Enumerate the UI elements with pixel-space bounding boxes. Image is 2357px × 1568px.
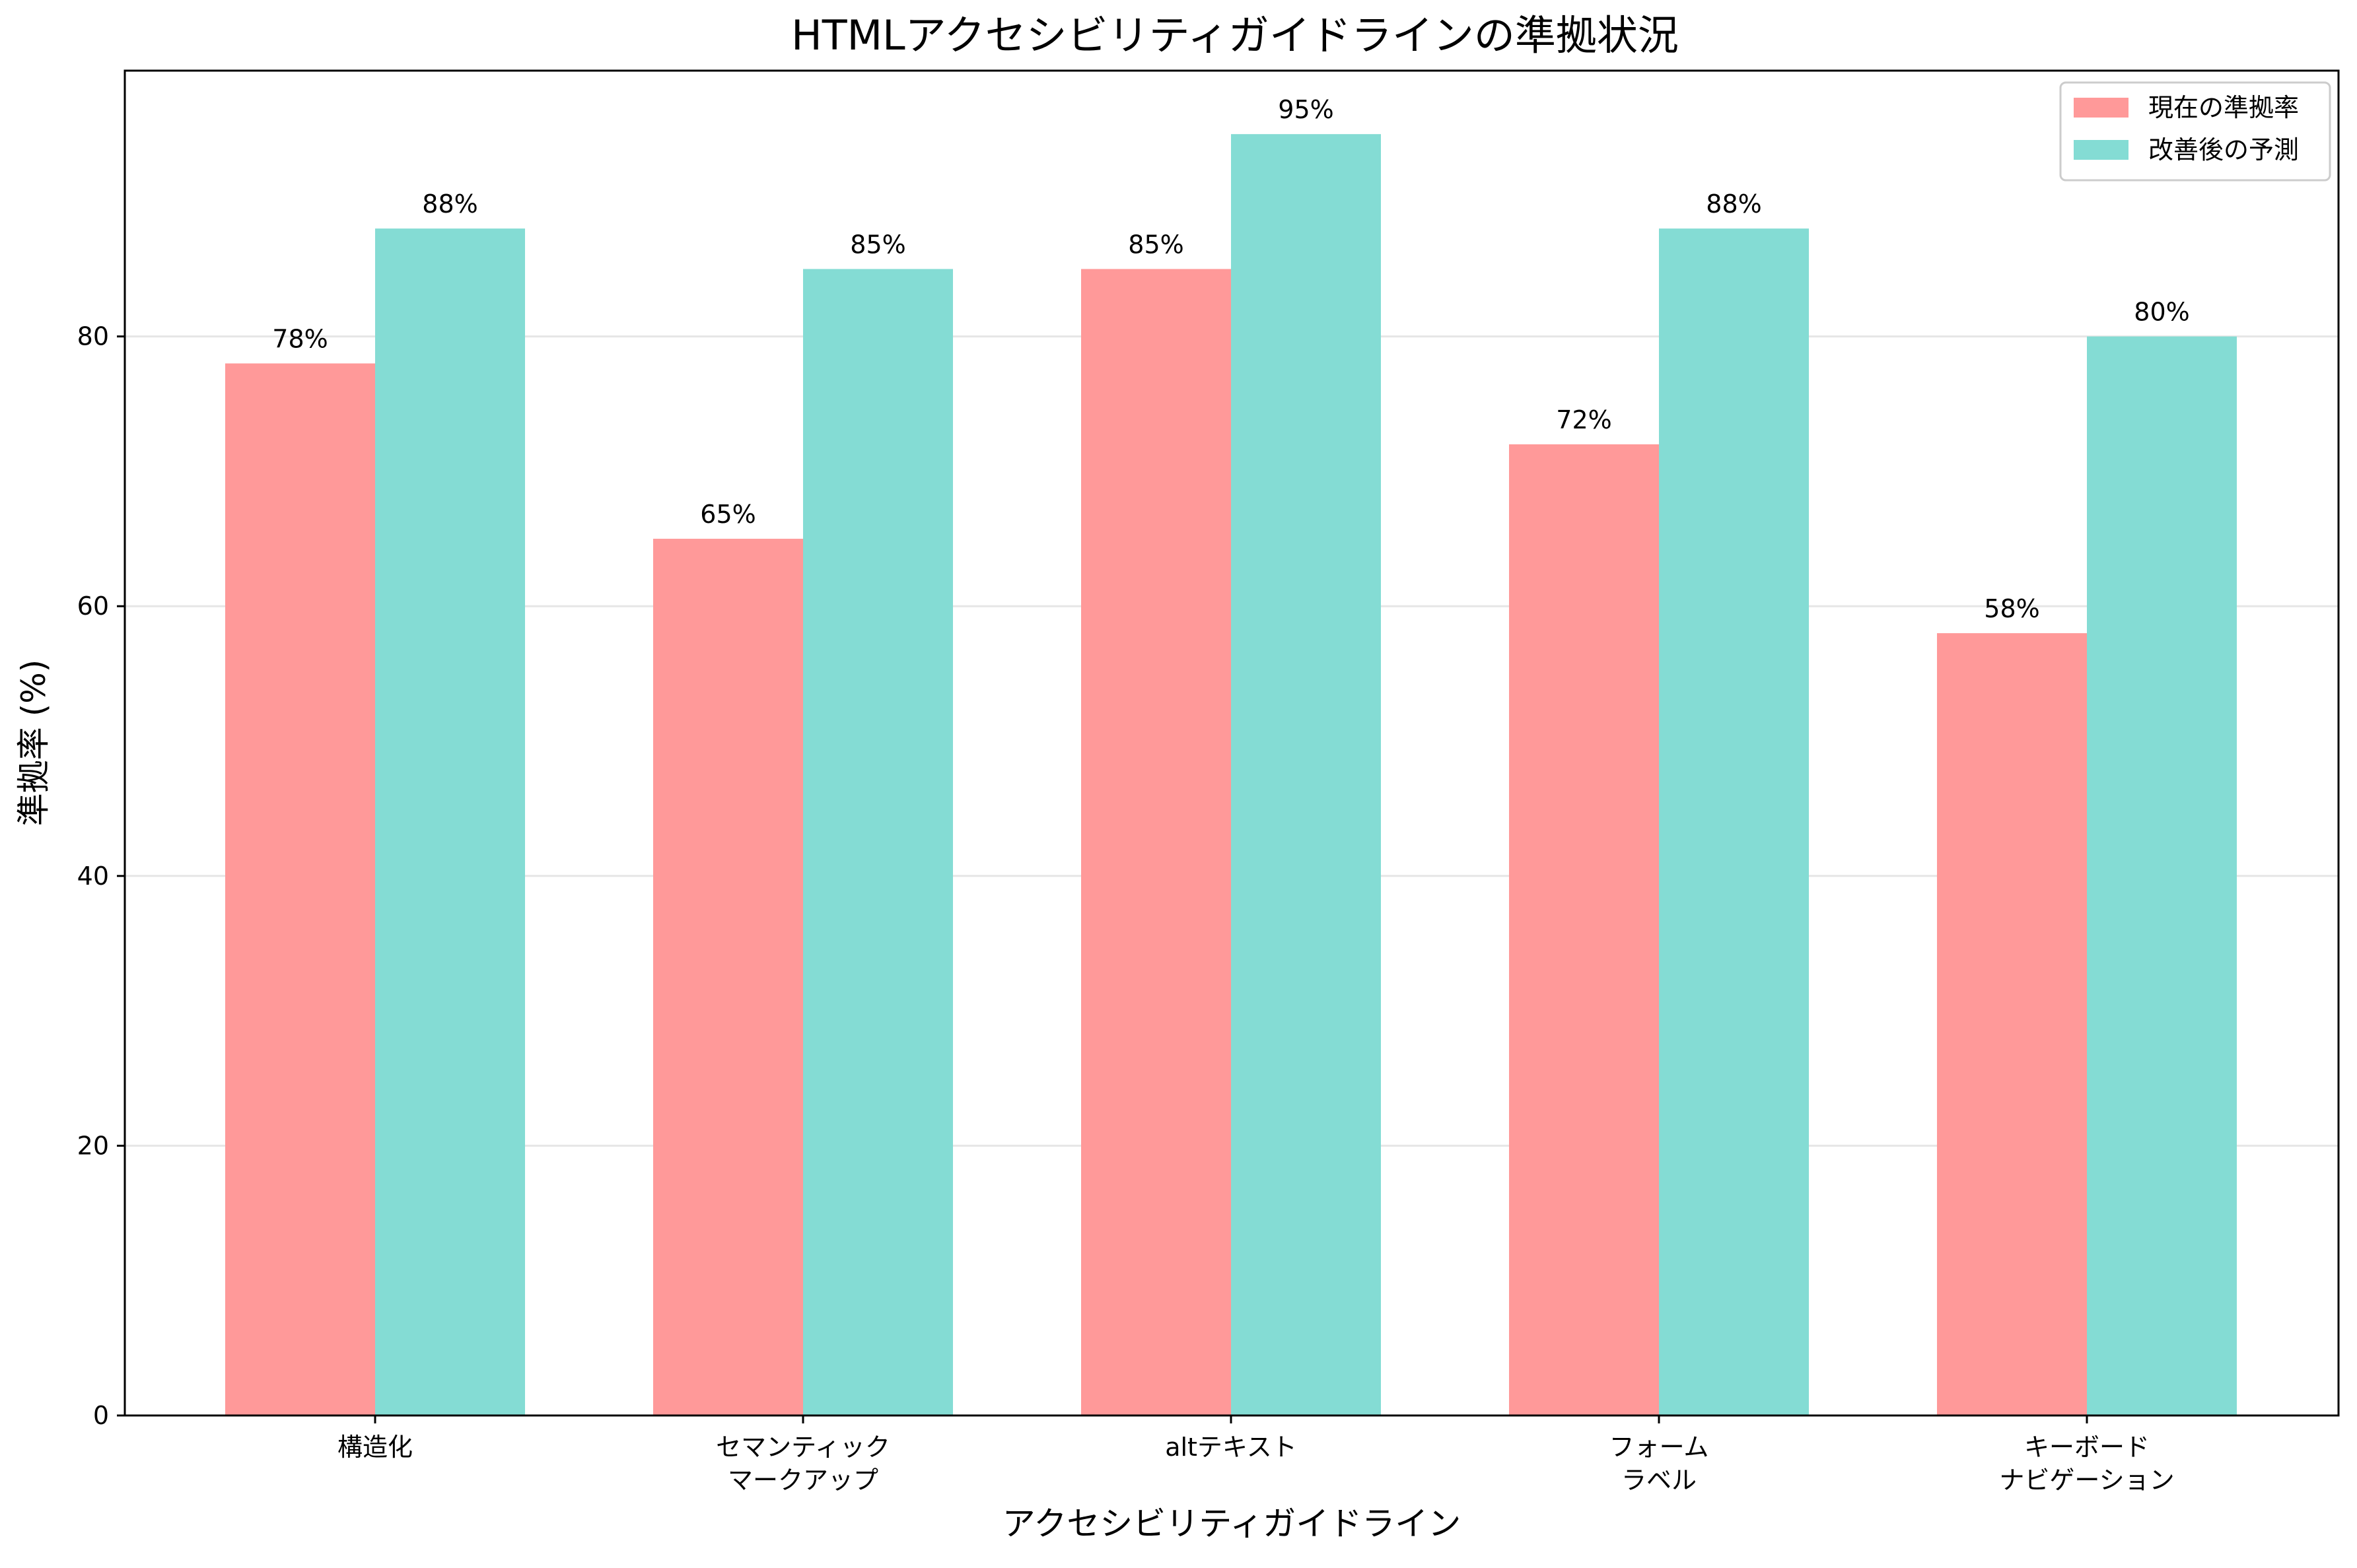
- legend-label-predicted: 改善後の予測: [2148, 135, 2299, 164]
- bars: [225, 134, 2237, 1416]
- bar: [1231, 134, 1381, 1415]
- legend: 現在の準拠率 改善後の予測: [2059, 81, 2331, 182]
- bar: [2087, 336, 2237, 1416]
- bar: [375, 228, 525, 1415]
- bar: [803, 269, 953, 1416]
- bar-value-label: 95%: [1278, 95, 1333, 124]
- x-tick-label: フォーム: [1609, 1433, 1709, 1462]
- bar: [1937, 633, 2087, 1415]
- chart-title: HTMLアクセシビリティガイドラインの準拠状況: [791, 11, 1679, 59]
- x-tick-label: altテキスト: [1165, 1433, 1297, 1462]
- bar-value-label: 72%: [1556, 405, 1611, 434]
- x-tick-label: セマンティック: [716, 1433, 890, 1462]
- y-tick-label: 0: [93, 1401, 109, 1430]
- bar: [1509, 444, 1659, 1415]
- bar-value-label: 65%: [700, 500, 756, 529]
- bar: [1081, 269, 1231, 1416]
- y-tick-label: 40: [77, 862, 109, 891]
- legend-swatch-current: [2074, 98, 2128, 118]
- bar-value-label: 88%: [1706, 189, 1761, 219]
- x-tick-label: キーボード: [2024, 1433, 2150, 1462]
- bar: [653, 539, 803, 1415]
- legend-swatch-predicted: [2074, 140, 2128, 160]
- bar-value-label: 80%: [2134, 298, 2189, 327]
- y-axis-ticks: 0 20 40 60 80: [77, 322, 125, 1430]
- y-tick-label: 20: [77, 1131, 109, 1160]
- bar: [225, 363, 375, 1416]
- bar-value-label: 85%: [850, 230, 905, 259]
- y-tick-label: 80: [77, 322, 109, 351]
- y-axis-label: 準拠率 (%): [15, 660, 53, 826]
- x-tick-label: マークアップ: [728, 1466, 878, 1495]
- x-axis-label: アクセシビリティガイドライン: [1003, 1505, 1461, 1543]
- x-tick-label: ナビゲーション: [1999, 1466, 2174, 1495]
- bar-value-label: 88%: [422, 189, 477, 219]
- y-tick-label: 60: [77, 592, 109, 621]
- bar: [1659, 228, 1809, 1415]
- legend-label-current: 現在の準拠率: [2148, 93, 2299, 122]
- x-tick-label: ラベル: [1621, 1466, 1697, 1495]
- bar-value-label: 78%: [272, 324, 328, 353]
- bar-value-label: 85%: [1128, 230, 1183, 259]
- x-tick-label: 構造化: [337, 1433, 413, 1462]
- bar-value-label: 58%: [1984, 594, 2039, 623]
- bar-value-labels: 78% 65% 85% 72% 58% 88% 85% 95% 88% 80%: [272, 95, 2189, 623]
